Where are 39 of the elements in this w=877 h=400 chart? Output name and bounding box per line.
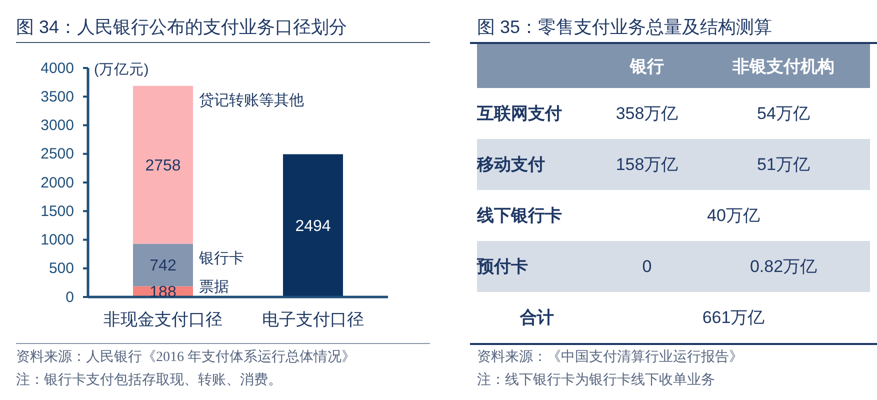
series-label: 贷记转账等其他 <box>199 92 304 110</box>
series-label: 票据 <box>199 278 229 296</box>
y-tick-label: 3000 <box>40 117 74 134</box>
x-tick-label: 非现金支付口径 <box>104 310 222 329</box>
category-label: 移动支付 <box>477 155 545 174</box>
y-tick-label: 500 <box>48 260 74 278</box>
category-label: 互联网支付 <box>477 104 562 123</box>
y-axis-title: (万亿元) <box>94 62 149 78</box>
text: 0.82万亿 <box>750 257 818 276</box>
series-label: 银行卡 <box>198 250 244 268</box>
y-tick-label: 1500 <box>40 202 74 220</box>
data-label: 2494 <box>295 218 331 236</box>
text: 54万亿 <box>757 104 810 123</box>
data-label: 742 <box>150 258 176 275</box>
text: 158万亿 <box>616 155 678 174</box>
chart-title: 图 34：人民银行公布的支付业务口径划分 <box>16 16 348 38</box>
y-tick-label: 0 <box>66 288 74 306</box>
category-label: 线下银行卡 <box>477 206 562 225</box>
category-label: 银行 <box>597 44 697 88</box>
y-tick-label: 4000 <box>40 60 74 77</box>
text: 资料来源：人民银行《2016 年支付体系运行总体情况》 <box>16 348 356 367</box>
text: 40万亿 <box>707 206 760 225</box>
text: 图 35：零售支付业务总量及结构测算 <box>477 16 772 38</box>
y-tick-label: 2000 <box>40 174 74 192</box>
y-tick-label: 2500 <box>40 146 74 163</box>
text: 51万亿 <box>757 155 810 174</box>
text: 358万亿 <box>616 104 678 123</box>
category-label: 合计 <box>520 308 554 327</box>
category-label: 非银支付机构 <box>697 44 870 88</box>
data-label: 2758 <box>145 157 181 174</box>
x-tick-label: 电子支付口径 <box>262 310 364 329</box>
text: 注：银行卡支付包括存取现、转账、消费。 <box>16 371 283 390</box>
category-label: 预付卡 <box>477 257 528 276</box>
text: 0 <box>642 256 652 276</box>
text: 661万亿 <box>702 308 765 327</box>
y-tick-label: 1000 <box>40 232 74 249</box>
text: 注：线下银行卡为银行卡线下收单业务 <box>477 371 716 390</box>
text: 资料来源：《中国支付清算行业运行报告》 <box>477 348 743 367</box>
y-tick-label: 3500 <box>40 88 74 106</box>
